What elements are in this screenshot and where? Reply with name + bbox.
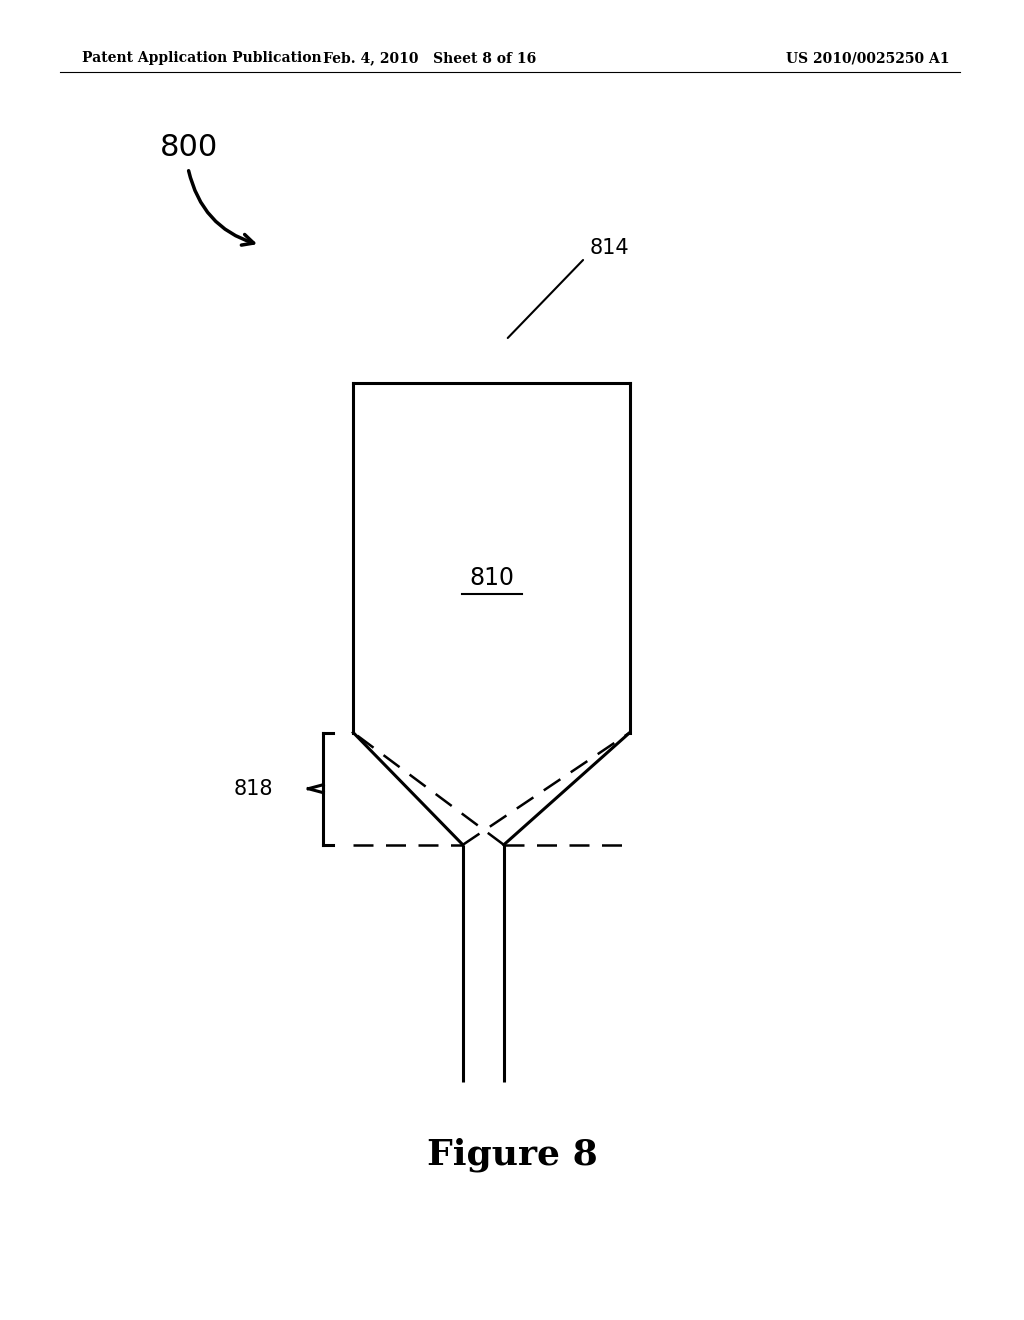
Text: Feb. 4, 2010   Sheet 8 of 16: Feb. 4, 2010 Sheet 8 of 16	[324, 51, 537, 65]
Text: 814: 814	[590, 238, 630, 257]
Text: 810: 810	[469, 566, 514, 590]
Text: 800: 800	[160, 133, 218, 162]
Text: Figure 8: Figure 8	[427, 1138, 597, 1172]
Text: US 2010/0025250 A1: US 2010/0025250 A1	[786, 51, 950, 65]
Text: Patent Application Publication: Patent Application Publication	[82, 51, 322, 65]
Text: 818: 818	[233, 779, 273, 799]
